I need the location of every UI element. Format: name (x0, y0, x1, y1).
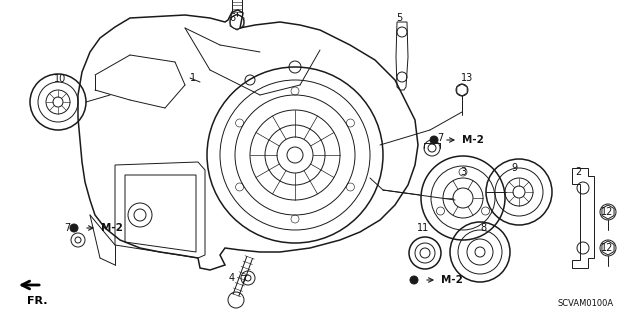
Text: 4: 4 (229, 273, 235, 283)
Text: 11: 11 (417, 223, 429, 233)
Text: M-2: M-2 (101, 223, 123, 233)
Circle shape (70, 224, 78, 232)
Text: 12: 12 (601, 243, 613, 253)
Text: 7: 7 (437, 133, 443, 143)
Text: 8: 8 (480, 223, 486, 233)
Text: SCVAM0100A: SCVAM0100A (558, 299, 614, 308)
Text: 7: 7 (64, 223, 70, 233)
Text: 13: 13 (461, 73, 473, 83)
Text: 9: 9 (511, 163, 517, 173)
Text: 1: 1 (190, 73, 196, 83)
Text: 10: 10 (54, 74, 66, 84)
Text: FR.: FR. (27, 296, 47, 306)
Text: 3: 3 (460, 167, 466, 177)
Text: 6: 6 (229, 13, 235, 23)
Text: 7: 7 (240, 275, 246, 285)
Text: 5: 5 (396, 13, 402, 23)
Text: 12: 12 (601, 207, 613, 217)
Text: 2: 2 (575, 167, 581, 177)
Circle shape (410, 276, 418, 284)
Text: M-2: M-2 (441, 275, 463, 285)
Circle shape (430, 136, 438, 144)
Text: M-2: M-2 (462, 135, 484, 145)
